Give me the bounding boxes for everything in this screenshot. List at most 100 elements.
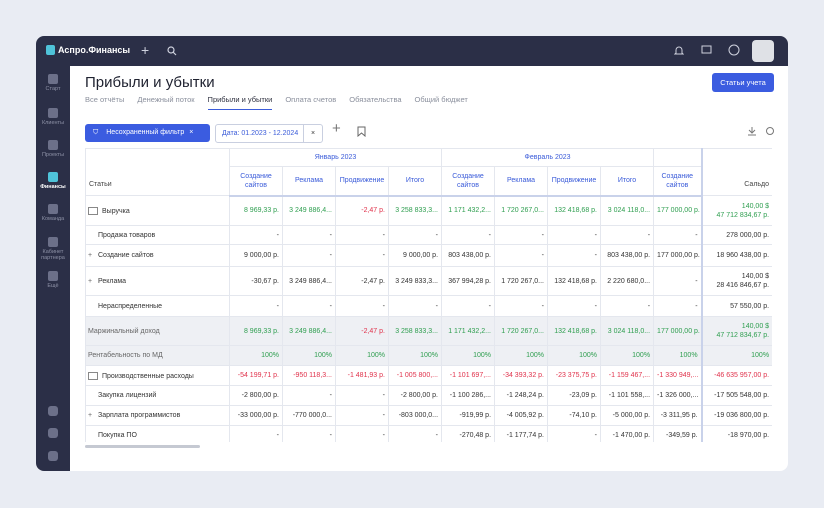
tab[interactable]: Общий бюджет bbox=[414, 95, 468, 104]
add-filter[interactable]: + bbox=[332, 120, 341, 137]
sidebar-item[interactable]: Кабинет партнера bbox=[36, 237, 70, 261]
sidebar-item[interactable]: Проекты bbox=[36, 140, 70, 158]
cell: 100% bbox=[282, 345, 336, 366]
cell: 132 418,68 р. bbox=[547, 266, 602, 296]
sidebar-item[interactable]: Старт bbox=[36, 74, 70, 92]
cell: 3 024 118,0... bbox=[600, 195, 655, 226]
column-header: Реклама bbox=[282, 166, 336, 197]
sidebar-label: Клиенты bbox=[41, 120, 65, 126]
sidebar-label: Ещё bbox=[47, 283, 59, 289]
folder-icon bbox=[88, 371, 98, 380]
row-label: Нераспределенные bbox=[85, 295, 230, 317]
table-row[interactable]: Выручка 8 969,33 р. 3 249 886,4... -2,47 р.… bbox=[85, 195, 772, 226]
cell: 100% bbox=[229, 345, 283, 366]
cell: 177 000,00 р. bbox=[653, 195, 703, 226]
cell: -2,47 р. bbox=[335, 195, 389, 226]
table-head: Статьи Январь 2023 Февраль 2023 Сальдо Созда… bbox=[85, 148, 772, 197]
cell: -770 000,0... bbox=[282, 405, 336, 426]
sidebar-icon bbox=[48, 74, 58, 84]
download-icon[interactable] bbox=[747, 126, 757, 136]
cell: 3 249 833,3... bbox=[387, 266, 443, 296]
sidebar-item[interactable]: Команда bbox=[36, 204, 70, 222]
table-row[interactable]: Рентабельность по МД 100% 100% 100% 100% 100%… bbox=[85, 345, 772, 366]
avatar[interactable] bbox=[752, 40, 774, 62]
tab[interactable]: Все отчёты bbox=[85, 95, 125, 104]
table-row[interactable]: Производственные расходы -54 199,71 р. -95… bbox=[85, 365, 772, 386]
column-header: Создание сайтов bbox=[229, 166, 283, 197]
date-chip[interactable]: Дата: 01.2023 - 12.2024 × bbox=[215, 124, 323, 143]
sidebar-label: Команда bbox=[41, 216, 65, 222]
row-label: Продажа товаров bbox=[85, 225, 230, 245]
table-row[interactable]: + Реклама -30,67 р. 3 249 886,4... -2,47 р. 3… bbox=[85, 266, 772, 296]
saldo-cell: -17 505 548,00 р. bbox=[700, 385, 772, 406]
table-row[interactable]: Закупка лицензий -2 800,00 р. - - -2 800,00 … bbox=[85, 385, 772, 406]
table-row[interactable]: + Зарплата программистов -33 000,00 р. -770… bbox=[85, 405, 772, 426]
add-icon[interactable]: + bbox=[141, 42, 150, 58]
primary-button[interactable]: Статьи учета bbox=[712, 73, 774, 92]
group-row: Статьи Январь 2023 Февраль 2023 Сальдо bbox=[85, 148, 772, 196]
cell: -1 101 697,... bbox=[441, 365, 496, 386]
tab[interactable]: Прибыли и убытки bbox=[207, 95, 273, 110]
saldo-cell: -19 036 800,00 р. bbox=[700, 405, 772, 426]
cell: 100% bbox=[441, 345, 496, 366]
expand-toggle[interactable]: + bbox=[88, 252, 93, 259]
search-icon[interactable] bbox=[167, 46, 177, 56]
cell: -1 330 949,... bbox=[653, 365, 703, 386]
table-row[interactable]: Покупка ПО - - - - -270,48 р. -1 177,74 р. - -1 … bbox=[85, 425, 772, 442]
folder-icon bbox=[88, 206, 98, 215]
cell: - bbox=[335, 385, 389, 406]
cell: - bbox=[335, 405, 389, 426]
table-row[interactable]: Продажа товаров - - - - - - - - -278 000,00 р. bbox=[85, 225, 772, 245]
bell-icon[interactable] bbox=[674, 45, 684, 56]
cell: 803 438,00 р. bbox=[441, 244, 496, 267]
cell: 2 220 680,0... bbox=[600, 266, 655, 296]
sidebar-icon[interactable] bbox=[48, 406, 58, 416]
cell: -23,09 р. bbox=[547, 385, 602, 406]
sidebar-item[interactable]: Финансы bbox=[36, 172, 70, 190]
tab[interactable]: Оплата счетов bbox=[285, 95, 337, 104]
cell: - bbox=[600, 225, 655, 245]
cell: 3 249 886,4... bbox=[282, 266, 336, 296]
cell: -74,10 р. bbox=[547, 405, 602, 426]
cell: 9 000,00 р. bbox=[387, 244, 443, 267]
sidebar-item[interactable]: Ещё bbox=[36, 271, 70, 289]
tab[interactable]: Денежный поток bbox=[137, 95, 195, 104]
cell: - bbox=[229, 425, 283, 442]
group-header: Январь 2023 bbox=[228, 148, 443, 167]
tab[interactable]: Обязательства bbox=[349, 95, 402, 104]
expand-toggle[interactable]: + bbox=[88, 277, 93, 285]
bookmark-icon[interactable] bbox=[357, 126, 366, 137]
settings-icon[interactable] bbox=[765, 126, 775, 136]
header-cell: Сальдо bbox=[700, 148, 772, 196]
sidebar-icon[interactable] bbox=[48, 451, 58, 461]
scrollbar[interactable] bbox=[85, 445, 200, 448]
row-name: Продажа товаров bbox=[98, 231, 156, 239]
cell: - bbox=[335, 425, 389, 442]
cell: - bbox=[387, 295, 443, 317]
help-icon[interactable] bbox=[728, 44, 740, 56]
sidebar-item[interactable]: Клиенты bbox=[36, 108, 70, 126]
expand-toggle[interactable]: + bbox=[88, 412, 93, 419]
cell: 1 720 267,0... bbox=[494, 266, 549, 296]
cell: 803 438,00 р. bbox=[600, 244, 655, 267]
cell: 3 024 118,0... bbox=[600, 316, 655, 346]
cell: 100% bbox=[387, 345, 443, 366]
row-label: Покупка ПО bbox=[85, 425, 230, 442]
cell: -2,47 р. bbox=[335, 316, 389, 346]
chat-icon[interactable] bbox=[701, 45, 712, 56]
sidebar-icon bbox=[48, 172, 58, 182]
saldo-value: 18 960 438,00 р. bbox=[716, 252, 770, 259]
table-row[interactable]: Нераспределенные - - - - - - - - -57 550,00 р. bbox=[85, 295, 772, 317]
row-label: Маржинальный доход bbox=[85, 316, 230, 346]
cell: -1 481,93 р. bbox=[335, 365, 389, 386]
table-row[interactable]: Маржинальный доход 8 969,33 р. 3 249 886,4… bbox=[85, 316, 772, 346]
app-window: Аспро.Финансы + Старт Клиенты Проекты Финан… bbox=[36, 36, 788, 471]
cell: -803 000,0... bbox=[387, 405, 443, 426]
sidebar-icon[interactable] bbox=[48, 428, 58, 438]
row-name: Маржинальный доход bbox=[88, 327, 160, 335]
filter-chip[interactable]: ⛉ Несохраненный фильтр × bbox=[85, 124, 210, 142]
cell: -349,59 р. bbox=[653, 425, 703, 442]
cell: - bbox=[547, 425, 602, 442]
table-row[interactable]: + Создание сайтов 9 000,00 р. - -9 000,00 р.… bbox=[85, 244, 772, 267]
sidebar-icon bbox=[48, 271, 58, 281]
